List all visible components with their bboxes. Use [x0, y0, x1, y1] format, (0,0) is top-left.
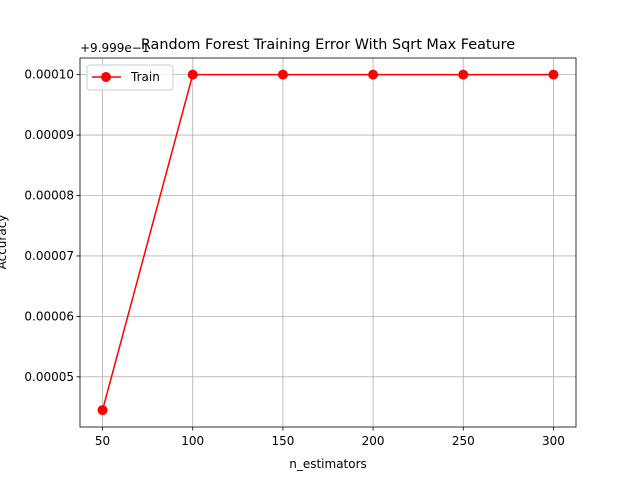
y-tick-label: 0.00006 [24, 309, 74, 323]
plot-frame [79, 57, 577, 428]
y-tick-label: 0.00008 [24, 189, 74, 203]
data-point-train [97, 405, 108, 416]
y-tick-label: 0.00007 [24, 249, 74, 263]
x-tick-label: 300 [542, 434, 565, 448]
data-point-train [458, 69, 469, 80]
data-point-train [277, 69, 288, 80]
x-tick-label: 100 [181, 434, 204, 448]
legend-box [86, 64, 174, 91]
x-tick-label: 250 [452, 434, 475, 448]
y-tick-label: 0.00009 [24, 128, 74, 142]
gridlines [80, 58, 576, 427]
y-tick-label: 0.00005 [24, 370, 74, 384]
y-tick-label: 0.00010 [24, 68, 74, 82]
y-axis-ticks: 0.00005 0.00006 0.00007 0.00008 0.00009 0.000… [24, 68, 80, 384]
x-tick-label: 150 [271, 434, 294, 448]
series-layer [97, 69, 559, 416]
legend-entry-label: Train [130, 70, 160, 84]
legend: Train [86, 64, 174, 91]
legend-marker [101, 72, 111, 82]
data-point-train [368, 69, 379, 80]
x-axis-label: n_estimators [289, 457, 367, 471]
y-axis-label: Accuracy [0, 215, 9, 270]
data-point-train [548, 69, 559, 80]
series-line-train [101, 73, 554, 411]
offset-text: +9.999e−1 [80, 41, 149, 55]
chart-title: Random Forest Training Error With Sqrt M… [141, 37, 515, 53]
x-tick-label: 200 [362, 434, 385, 448]
data-point-train [187, 69, 198, 80]
x-axis-ticks: 50 100 150 200 250 300 [95, 427, 565, 448]
x-tick-label: 50 [95, 434, 110, 448]
